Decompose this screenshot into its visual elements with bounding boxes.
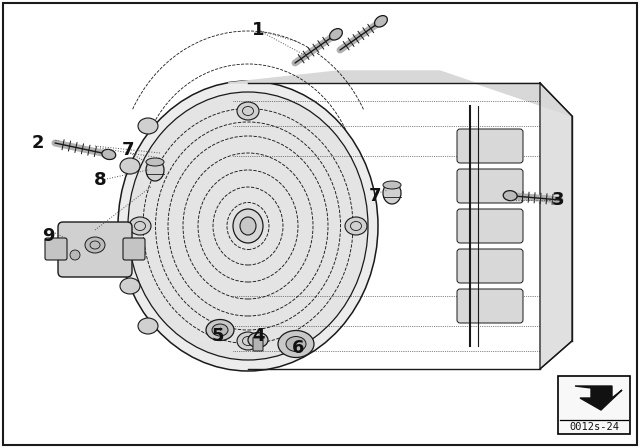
Text: 9: 9: [42, 227, 54, 245]
Ellipse shape: [240, 217, 256, 235]
Ellipse shape: [286, 336, 306, 352]
Text: 7: 7: [369, 187, 381, 205]
Ellipse shape: [129, 217, 151, 235]
Ellipse shape: [138, 318, 158, 334]
Text: 4: 4: [252, 327, 264, 345]
Polygon shape: [575, 386, 622, 410]
Ellipse shape: [206, 319, 234, 340]
Ellipse shape: [118, 81, 378, 371]
FancyBboxPatch shape: [457, 289, 523, 323]
Polygon shape: [228, 71, 572, 116]
Ellipse shape: [146, 159, 164, 181]
Ellipse shape: [102, 149, 116, 159]
Text: 0012s-24: 0012s-24: [569, 422, 619, 432]
FancyBboxPatch shape: [457, 249, 523, 283]
Text: 5: 5: [212, 327, 224, 345]
Bar: [558, 376, 630, 434]
Text: 2: 2: [32, 134, 44, 152]
Ellipse shape: [70, 250, 80, 260]
Ellipse shape: [138, 118, 158, 134]
FancyBboxPatch shape: [45, 238, 67, 260]
Text: 3: 3: [552, 191, 564, 209]
Text: 8: 8: [93, 171, 106, 189]
Ellipse shape: [85, 237, 105, 253]
Ellipse shape: [146, 158, 164, 166]
FancyBboxPatch shape: [253, 337, 263, 351]
Ellipse shape: [237, 332, 259, 350]
Ellipse shape: [330, 29, 342, 40]
FancyBboxPatch shape: [457, 209, 523, 243]
Ellipse shape: [383, 182, 401, 204]
Ellipse shape: [120, 278, 140, 294]
Ellipse shape: [345, 217, 367, 235]
Ellipse shape: [248, 332, 268, 348]
Ellipse shape: [233, 209, 263, 243]
Polygon shape: [540, 83, 572, 369]
Ellipse shape: [503, 191, 517, 201]
FancyBboxPatch shape: [457, 169, 523, 203]
Ellipse shape: [237, 102, 259, 120]
FancyBboxPatch shape: [58, 222, 132, 277]
Text: 1: 1: [252, 21, 264, 39]
Text: 6: 6: [292, 339, 304, 357]
Ellipse shape: [128, 92, 368, 360]
Text: 7: 7: [122, 141, 134, 159]
Ellipse shape: [278, 331, 314, 358]
Ellipse shape: [383, 181, 401, 189]
Ellipse shape: [120, 158, 140, 174]
FancyBboxPatch shape: [457, 129, 523, 163]
Ellipse shape: [212, 324, 228, 336]
FancyBboxPatch shape: [123, 238, 145, 260]
Ellipse shape: [374, 16, 387, 27]
